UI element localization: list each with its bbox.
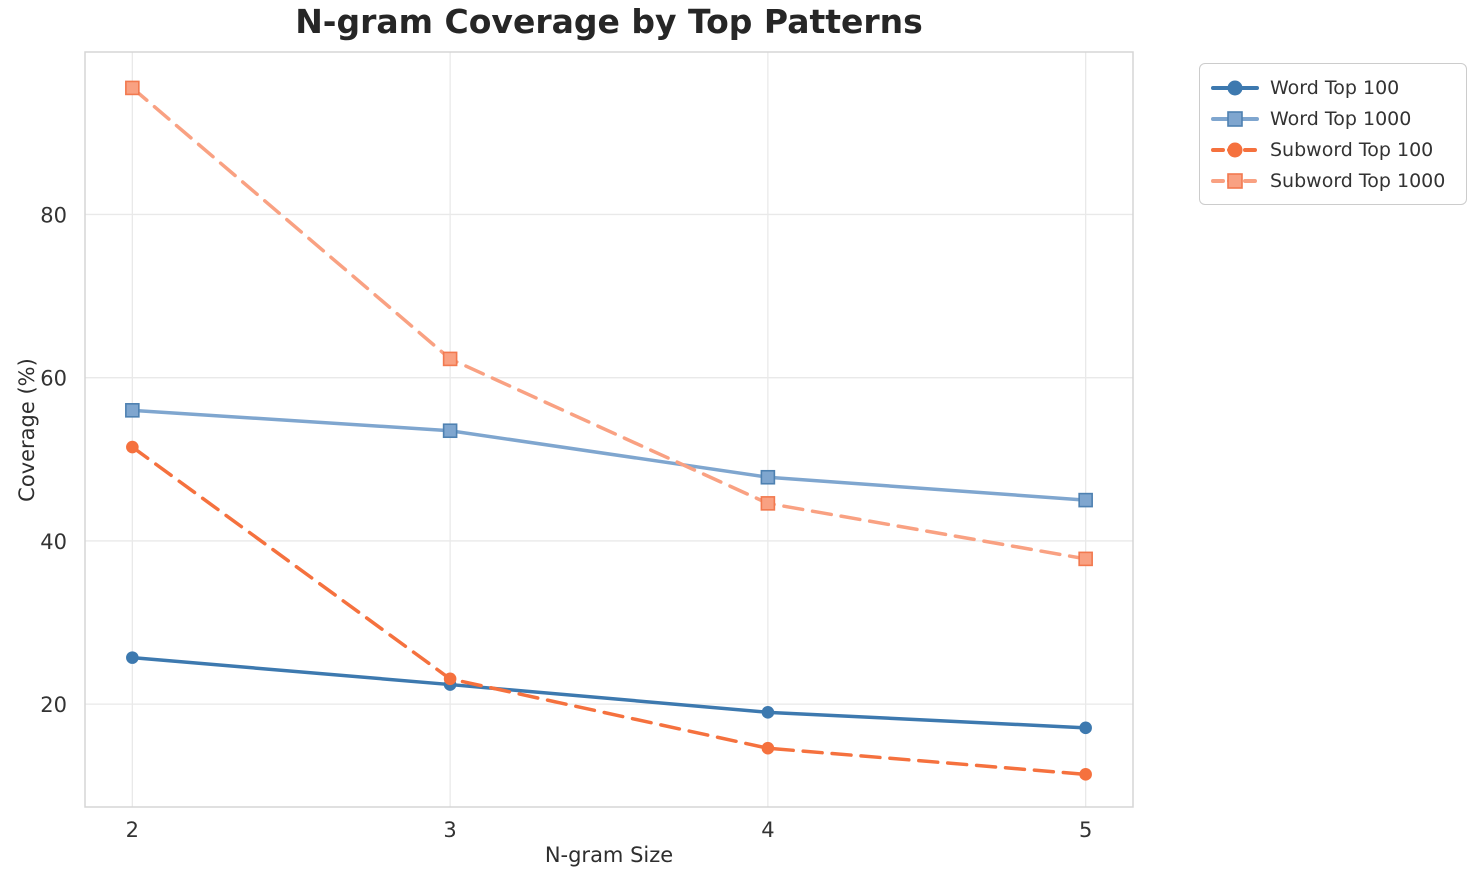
series-marker [126, 440, 139, 454]
legend-sample-icon [1211, 110, 1259, 127]
legend-label: Subword Top 100 [1270, 138, 1434, 161]
legend-sample-marker [1227, 110, 1243, 127]
y-axis-label: Coverage (%) [15, 358, 39, 502]
series-marker [760, 496, 776, 511]
series-marker [442, 423, 458, 439]
series-line-4 [130, 86, 1088, 561]
series-marker [125, 403, 140, 418]
series-marker [761, 741, 775, 755]
chart-title: N-gram Coverage by Top Patterns [295, 2, 923, 41]
series-marker [1079, 721, 1092, 735]
series-marker [125, 80, 140, 96]
x-tick-label: 2 [126, 818, 139, 842]
y-tick-label: 80 [40, 203, 67, 227]
y-tick-label: 20 [40, 693, 67, 717]
series-marker [126, 651, 139, 664]
legend-item: Word Top 100 [1210, 73, 1454, 102]
series-marker [1078, 551, 1093, 567]
series-marker [443, 672, 457, 686]
legend-label: Subword Top 1000 [1270, 169, 1446, 192]
x-tick-label: 3 [443, 818, 456, 842]
legend-sample-marker [1227, 172, 1243, 189]
y-tick-label: 40 [40, 530, 67, 554]
legend-sample-icon [1211, 80, 1259, 95]
y-tick-label: 60 [40, 367, 67, 391]
series-marker [442, 351, 458, 367]
legend-sample-icon [1211, 172, 1259, 189]
legend-item: Word Top 1000 [1210, 104, 1454, 133]
legend-label: Word Top 1000 [1270, 107, 1412, 130]
x-axis-label: N-gram Size [544, 843, 674, 867]
x-tick-label: 4 [761, 818, 774, 842]
legend: Word Top 100 Word Top 1000 Subword Top 100… [1199, 63, 1467, 205]
legend-sample-marker [1227, 142, 1243, 157]
series-marker [760, 469, 776, 485]
series-marker [761, 706, 775, 719]
legend-item: Subword Top 1000 [1210, 166, 1454, 195]
legend-sample-marker [1227, 80, 1243, 95]
legend-label: Word Top 100 [1270, 76, 1400, 99]
legend-item: Subword Top 100 [1210, 135, 1454, 164]
series-marker [1078, 492, 1093, 508]
series-line-2 [130, 408, 1088, 502]
legend-sample-icon [1211, 142, 1259, 157]
series-line-3 [130, 445, 1088, 777]
series-line-1 [130, 655, 1088, 730]
plot-frame [84, 51, 1134, 808]
x-tick-label: 5 [1079, 818, 1092, 842]
series-marker [1079, 768, 1092, 781]
